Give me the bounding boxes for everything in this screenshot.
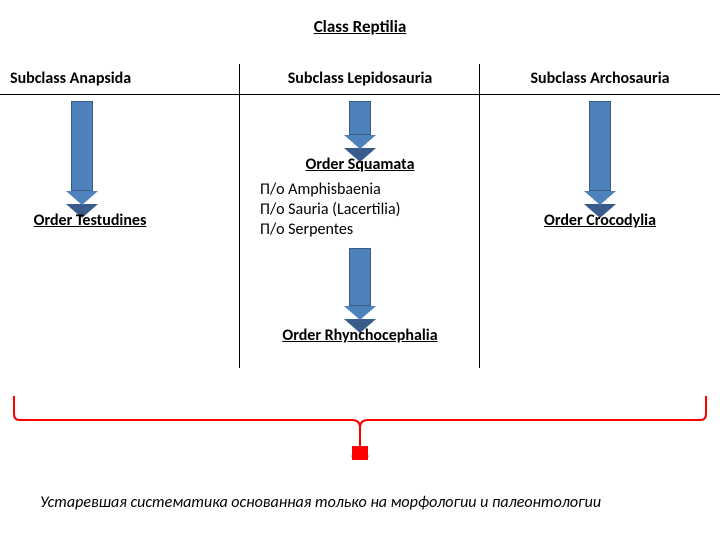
class-title: Class Reptilia: [0, 0, 720, 37]
order-testudines-label: Order Testudines: [0, 211, 240, 230]
arrow-icon: [586, 101, 614, 205]
arrow-icon: [346, 248, 374, 320]
order-crocodylia-label: Order Crocodylia: [480, 211, 720, 230]
suborder-sauria: П/о Sauria (Lacertilia): [260, 200, 480, 220]
subclass-archosauria-label: Subclass Archosauria: [480, 69, 720, 95]
column-anapsida: Subclass Anapsida Order Testudines: [0, 69, 240, 345]
column-lepidosauria: Subclass Lepidosauria Order Squamata П/о…: [240, 69, 480, 345]
arrow-icon: [68, 101, 96, 205]
footer-note: Устаревшая систематика основанная только…: [40, 493, 700, 512]
column-archosauria: Subclass Archosauria Order Crocodylia: [480, 69, 720, 345]
bracket-icon: [12, 396, 708, 466]
order-rhynchocephalia-label: Order Rhynchocephalia: [240, 326, 480, 345]
suborder-amphisbaenia: П/о Amphisbaenia: [260, 180, 480, 200]
order-squamata-label: Order Squamata: [240, 155, 480, 174]
subclass-anapsida-label: Subclass Anapsida: [0, 69, 240, 95]
suborder-serpentes: П/о Serpentes: [260, 220, 480, 240]
columns-container: Subclass Anapsida Order Testudines Subcl…: [0, 69, 720, 345]
suborders-list: П/о Amphisbaenia П/о Sauria (Lacertilia)…: [240, 180, 480, 240]
arrow-icon: [346, 101, 374, 149]
subclass-lepidosauria-label: Subclass Lepidosauria: [240, 69, 480, 95]
